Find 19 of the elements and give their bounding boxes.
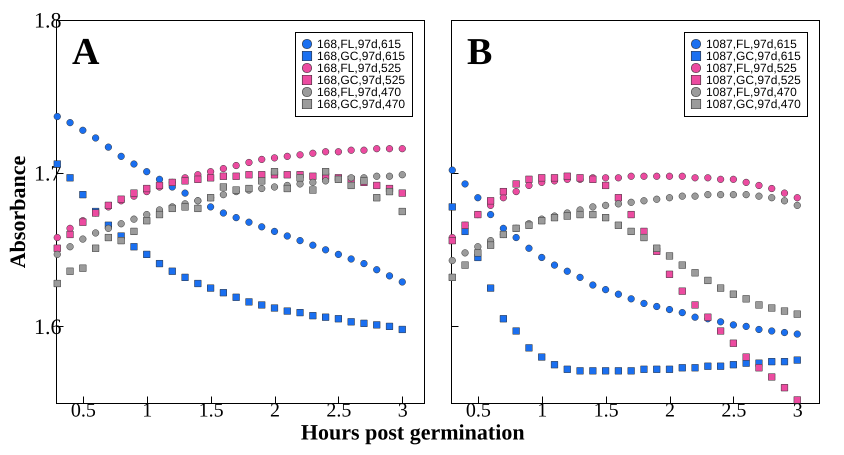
x-tick-label: 1 [537,400,548,422]
legend-label: 168,GC,97d,615 [317,49,406,63]
x-tick-label: 1 [142,400,152,422]
legend-label: 168,GC,97d,470 [317,97,406,111]
annotation: B [467,31,492,73]
legend-label: 1087,GC,97d,470 [706,97,802,111]
legend-label: 1087,FL,97d,470 [706,85,798,99]
annotation: A [72,31,100,73]
legend-label: 1087,GC,97d,615 [706,49,802,63]
legend-label: 1087,FL,97d,615 [706,37,798,51]
y-tick-label: 1.8 [34,8,62,32]
legend-label: 168,FL,97d,470 [317,85,402,99]
x-axis-title: Hours post germination [300,420,525,444]
y-axis-title: Absorbance [5,156,30,268]
legend-label: 1087,GC,97d,525 [706,73,802,87]
legend-label: 168,FL,97d,615 [317,37,402,51]
legend-label: 168,GC,97d,525 [317,73,406,87]
legend-label: 168,FL,97d,525 [317,61,402,75]
legend-label: 1087,FL,97d,525 [706,61,798,75]
